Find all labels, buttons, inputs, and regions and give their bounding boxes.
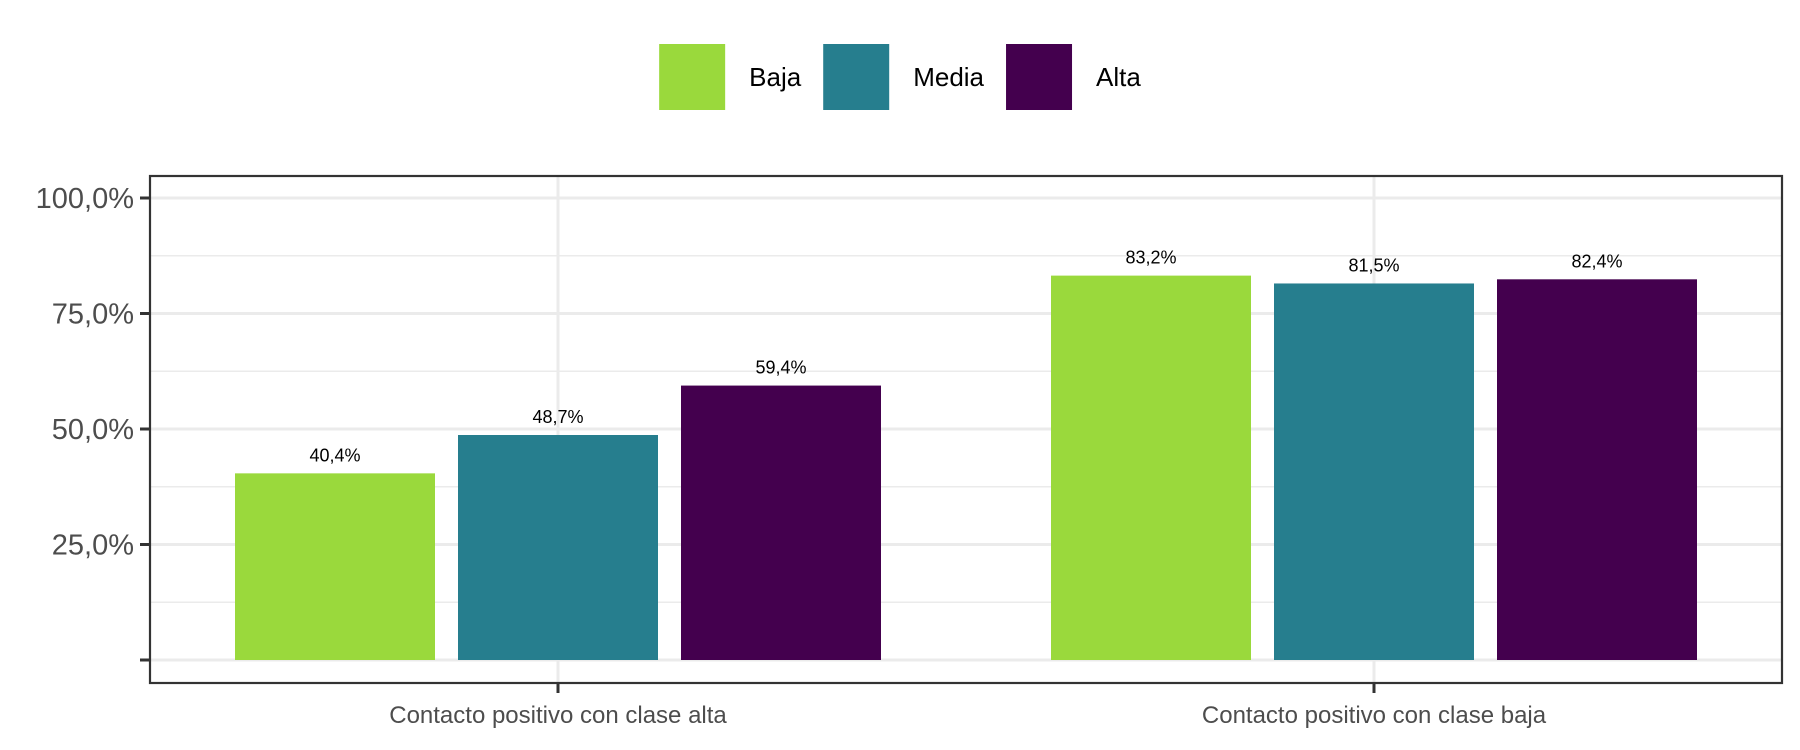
- legend-label-alta: Alta: [1096, 62, 1141, 92]
- legend-label-baja: Baja: [749, 62, 802, 92]
- data-label: 82,4%: [1571, 251, 1622, 271]
- data-label: 83,2%: [1125, 248, 1176, 268]
- y-tick-label: 100,0%: [36, 183, 134, 215]
- y-tick-label: 75,0%: [52, 299, 134, 331]
- y-tick-label: 50,0%: [52, 414, 134, 446]
- legend: Baja Media Alta: [659, 44, 1141, 110]
- bar-baja: [235, 473, 435, 660]
- legend-key-media: [823, 44, 890, 110]
- data-label: 48,7%: [532, 407, 583, 427]
- x-axis: Contacto positivo con clase alta Contacto…: [389, 683, 1547, 729]
- data-labels: 40,4% 48,7% 59,4% 83,2% 81,5% 82,4%: [309, 248, 1622, 466]
- bar-media: [458, 435, 658, 660]
- x-tick-label: Contacto positivo con clase alta: [389, 702, 727, 729]
- legend-key-alta: [1006, 44, 1073, 110]
- bar-alta: [681, 385, 881, 660]
- legend-label-media: Media: [913, 62, 984, 92]
- y-tick-label: 25,0%: [52, 530, 134, 562]
- bar-alta: [1497, 279, 1697, 660]
- bars: [235, 275, 1697, 660]
- bar-media: [1274, 283, 1474, 660]
- data-label: 81,5%: [1348, 255, 1399, 275]
- bar-baja: [1051, 275, 1251, 660]
- legend-key-baja: [659, 44, 726, 110]
- x-tick-label: Contacto positivo con clase baja: [1202, 702, 1547, 729]
- data-label: 40,4%: [309, 445, 360, 465]
- y-axis: 25,0% 50,0% 75,0% 100,0%: [36, 183, 150, 662]
- data-label: 59,4%: [755, 358, 806, 378]
